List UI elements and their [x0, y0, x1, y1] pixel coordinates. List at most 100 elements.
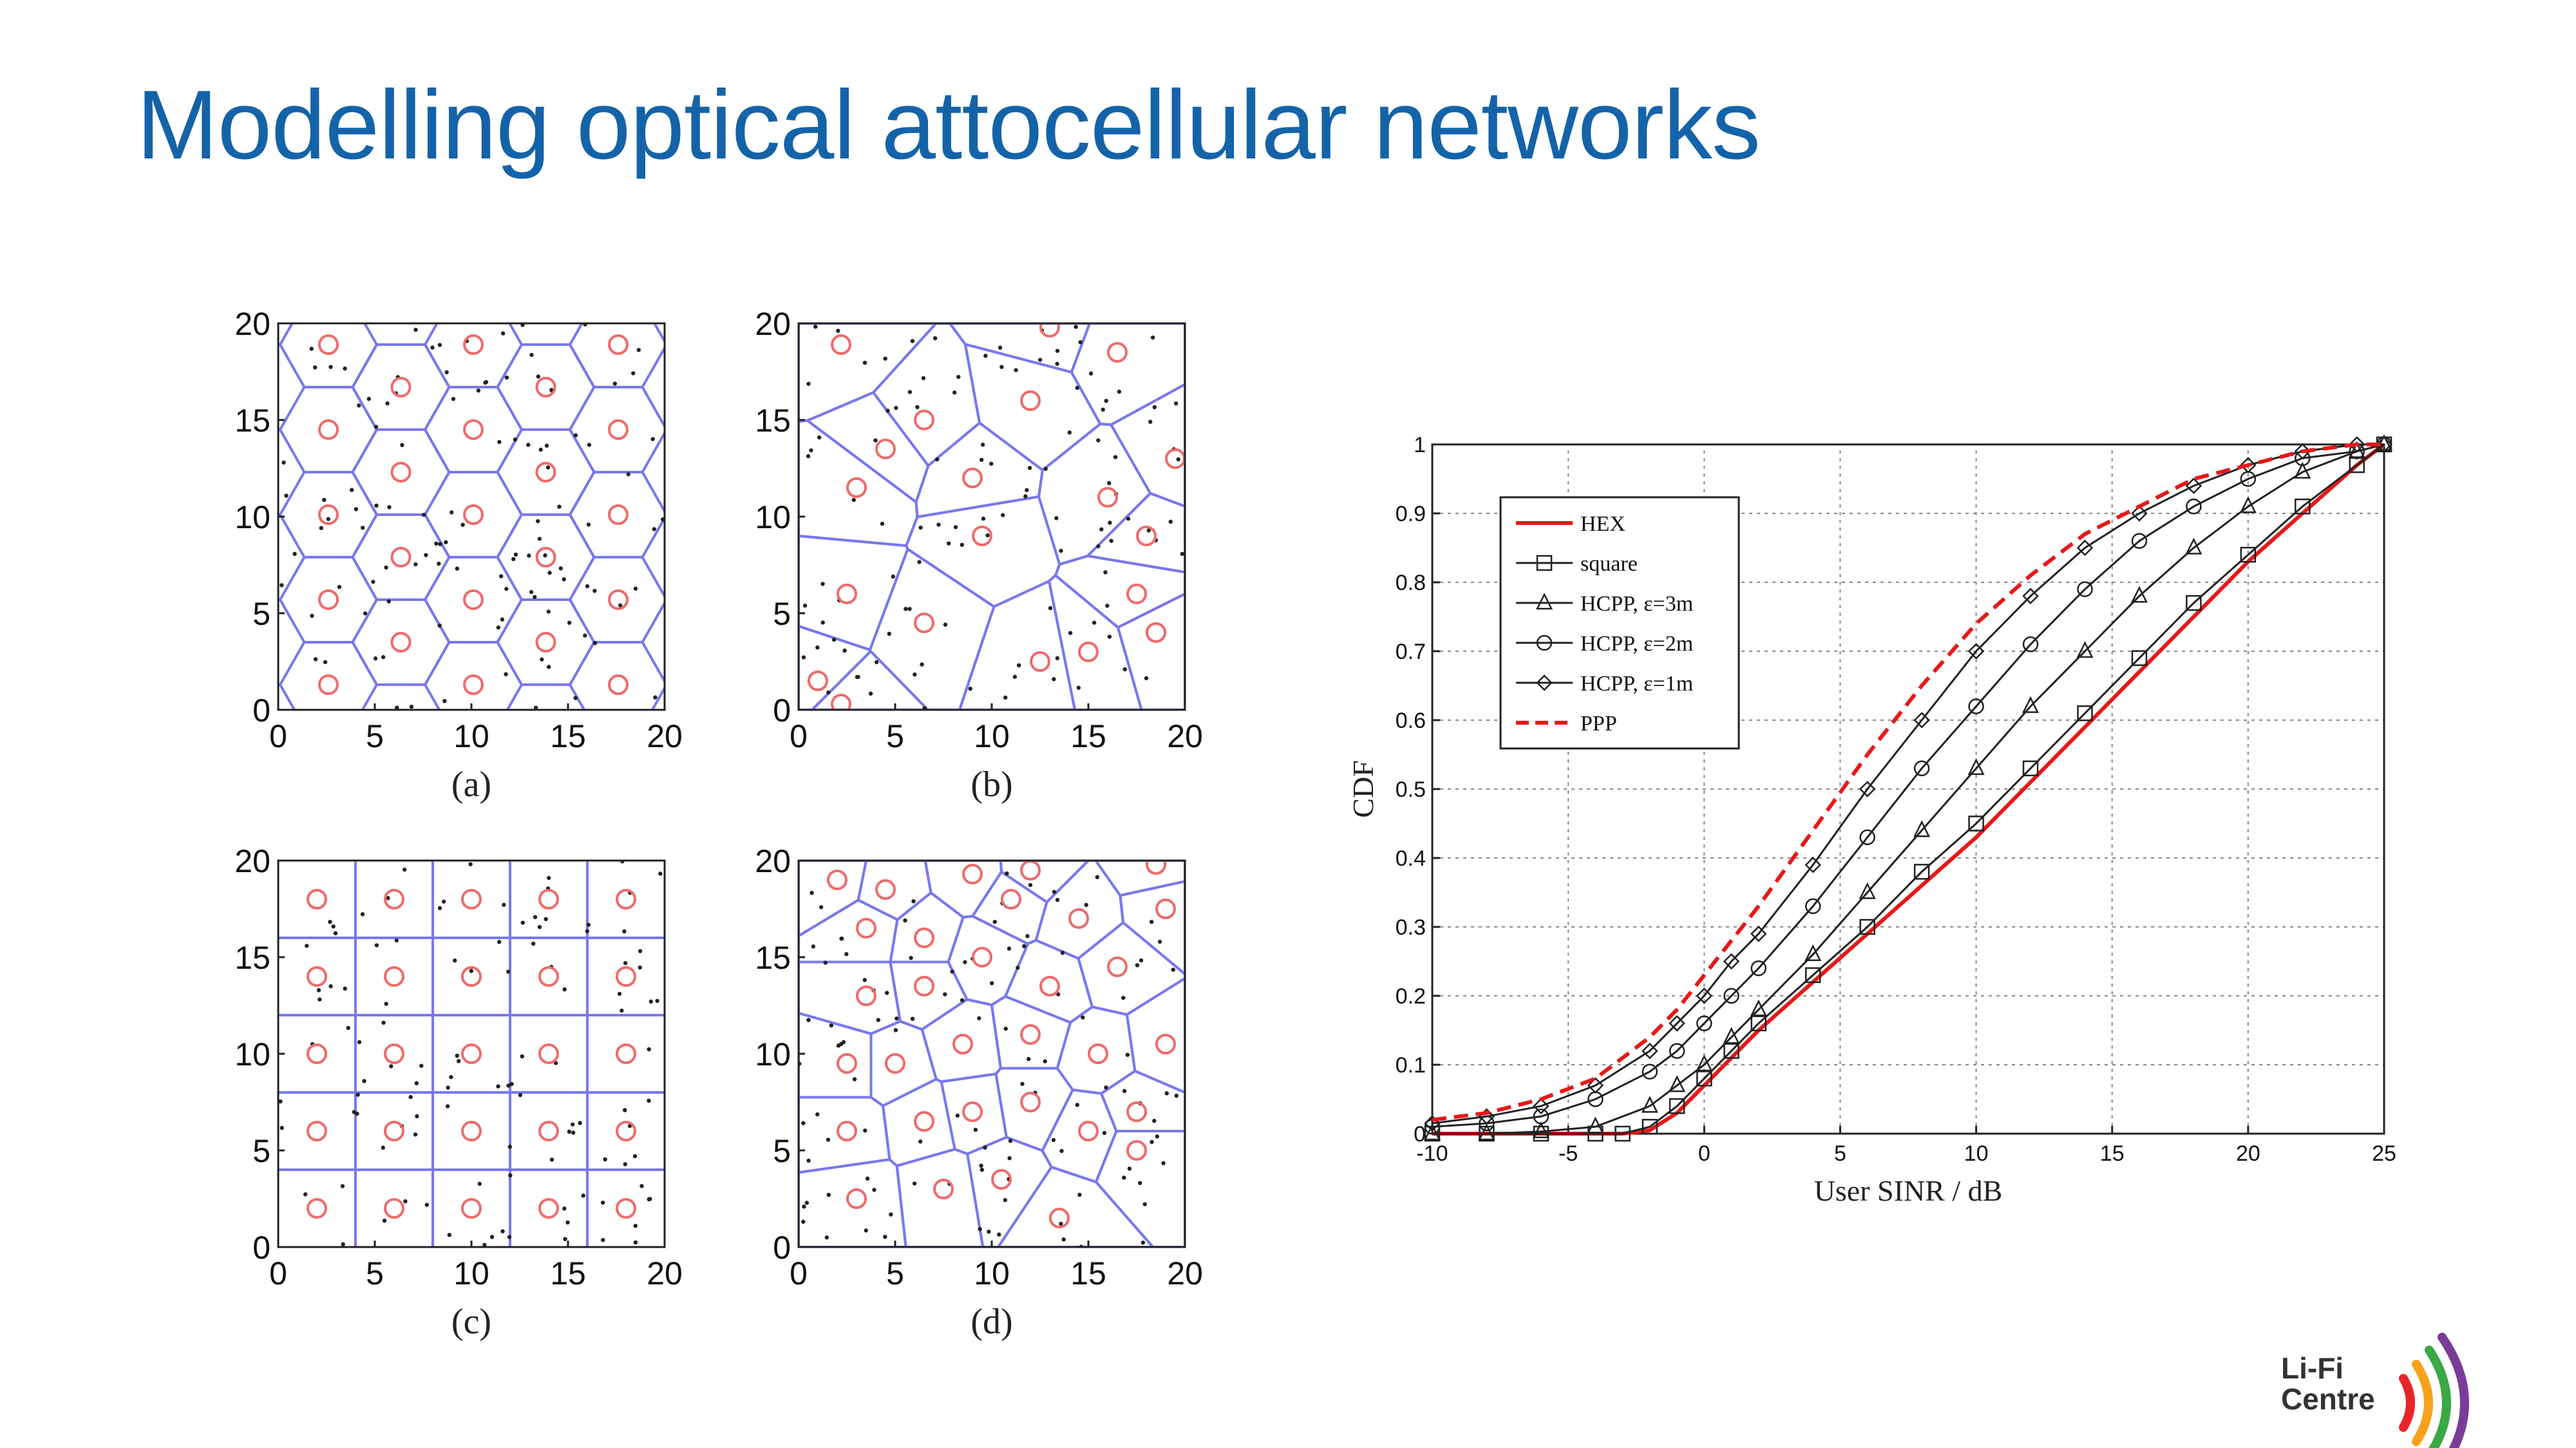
user-point [960, 542, 964, 548]
user-point [1155, 1134, 1159, 1139]
user-point [1149, 920, 1154, 924]
user-point [652, 527, 656, 531]
user-point [987, 1229, 991, 1234]
user-point [587, 443, 592, 447]
data-marker-diamond [2131, 505, 2148, 522]
user-point [862, 978, 867, 982]
user-point [573, 696, 578, 700]
user-point [1096, 438, 1101, 443]
data-marker-circle [1968, 698, 1984, 714]
user-point [889, 1212, 893, 1217]
user-point [943, 992, 947, 996]
user-point [802, 604, 808, 608]
user-point [813, 325, 818, 329]
user-point [983, 1145, 987, 1150]
cell-boundary [895, 1148, 985, 1247]
user-point [562, 1206, 567, 1211]
access-point [463, 419, 484, 440]
cell-boundary [568, 471, 665, 558]
y-tick-label: 0 [252, 1230, 270, 1266]
data-marker-diamond [1913, 712, 1930, 729]
user-point [893, 1028, 898, 1033]
cell-boundary [423, 323, 524, 388]
user-point [562, 577, 566, 582]
y-tick-label: 0.7 [1396, 640, 1426, 664]
user-point [535, 519, 540, 524]
user-point [804, 1201, 810, 1205]
cell-boundary [1037, 423, 1152, 566]
user-point [842, 648, 847, 653]
data-marker-triangle [1535, 593, 1553, 610]
access-point [384, 1043, 404, 1064]
user-point [956, 374, 961, 379]
user-point [1150, 335, 1155, 340]
data-marker-triangle [1641, 1096, 1658, 1113]
user-point [581, 1194, 585, 1198]
access-point [827, 870, 848, 890]
user-point [831, 637, 837, 642]
user-point [434, 541, 439, 546]
user-point [549, 1157, 554, 1162]
user-point [384, 565, 388, 570]
user-point [1028, 882, 1033, 888]
user-point [1152, 1118, 1157, 1123]
y-axis-label: CDF [1347, 760, 1379, 817]
user-point [341, 1242, 345, 1246]
series-line [1432, 443, 2385, 1135]
access-point [914, 613, 934, 633]
user-point [979, 457, 984, 462]
user-point [506, 1083, 511, 1088]
user-point [409, 705, 414, 709]
user-point [1056, 992, 1061, 996]
user-point [876, 1018, 880, 1022]
access-point [1088, 1043, 1108, 1064]
data-marker-triangle [2185, 537, 2202, 555]
access-point [1020, 1092, 1041, 1112]
user-point [374, 503, 379, 508]
user-point [1001, 513, 1005, 517]
y-tick-label: 5 [773, 596, 791, 632]
access-point [463, 674, 484, 695]
network-subfigures: 0 5 10 15 20 0 5 10 15 20 (a) 0 5 10 15 20 0 5 10 15 20 (b) 0 5… [234, 306, 1202, 1342]
data-marker-square [2186, 595, 2202, 611]
user-point [482, 1243, 487, 1247]
user-point [1075, 385, 1079, 390]
user-point [518, 1092, 523, 1098]
x-tick-label: 15 [550, 718, 586, 754]
data-marker-diamond [1859, 781, 1876, 797]
data-marker-circle [1859, 829, 1875, 846]
user-point [943, 622, 948, 627]
x-tick-label: 5 [886, 718, 904, 754]
user-point [508, 1173, 513, 1178]
user-point [1099, 527, 1104, 531]
user-point [863, 1128, 867, 1133]
access-point [384, 889, 404, 910]
user-point [278, 1099, 283, 1104]
data-marker-circle [1696, 1015, 1712, 1032]
user-point [343, 986, 347, 991]
y-tick-label: 0.8 [1396, 571, 1426, 595]
user-point [1075, 1103, 1079, 1107]
legend-box [1499, 496, 1740, 750]
x-tick-label: 10 [1964, 1141, 1989, 1166]
lifi-centre-logo: Li-Fi Centre [2281, 1353, 2391, 1415]
user-point [317, 997, 322, 1002]
user-point [918, 1139, 923, 1144]
user-point [421, 513, 426, 517]
data-marker-triangle [1804, 944, 1822, 962]
user-point [1148, 419, 1153, 424]
user-point [533, 705, 538, 710]
access-point [846, 477, 867, 498]
user-point [864, 1228, 868, 1233]
user-point [618, 603, 623, 608]
user-point [658, 872, 663, 876]
cell-boundary [990, 995, 1072, 1070]
user-point [1037, 357, 1043, 362]
user-point [322, 497, 327, 502]
user-point [394, 938, 399, 943]
user-point [1095, 875, 1100, 879]
access-point [1146, 861, 1166, 875]
access-point [1136, 526, 1157, 546]
user-point [1074, 325, 1078, 329]
